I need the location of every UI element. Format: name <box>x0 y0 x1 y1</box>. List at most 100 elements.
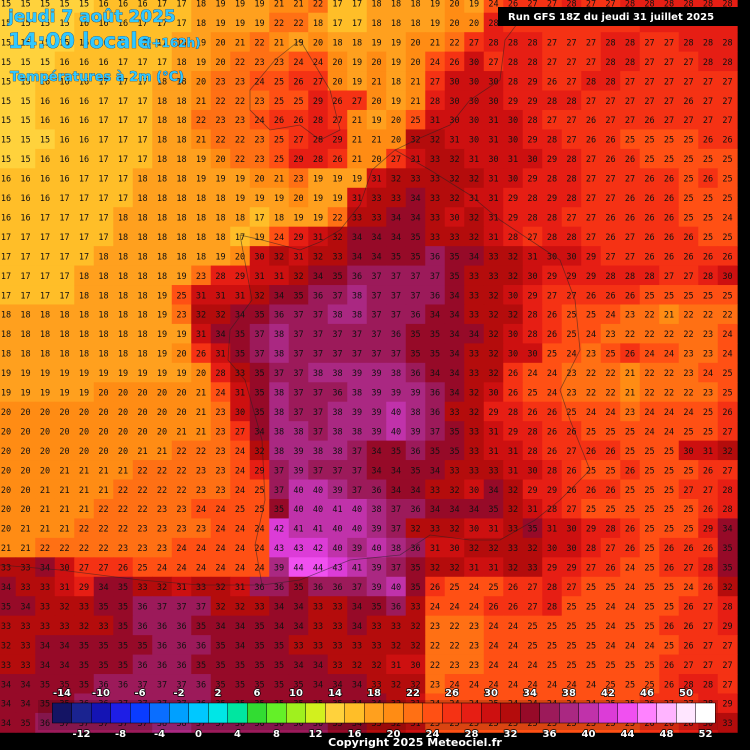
temperature-value: 35 <box>215 641 225 651</box>
temperature-cell <box>171 246 192 266</box>
temperature-value: 25 <box>566 622 576 632</box>
temperature-value: 18 <box>371 0 381 10</box>
temperature-value: 17 <box>98 175 108 185</box>
temperature-cell <box>308 12 329 33</box>
temperature-value: 34 <box>20 602 30 612</box>
temperature-cell <box>15 90 36 111</box>
temperature-value: 36 <box>410 369 420 379</box>
temperature-cell <box>152 109 173 130</box>
temperature-value: 27 <box>722 680 732 690</box>
temperature-value: 25 <box>547 622 557 632</box>
temperature-cell <box>308 596 329 617</box>
temperature-value: 27 <box>703 622 713 632</box>
temperature-cell <box>620 518 641 539</box>
temperature-cell <box>698 90 719 111</box>
temperature-value: 26 <box>664 661 674 671</box>
temperature-cell <box>191 226 212 247</box>
temperature-value: 19 <box>391 58 401 68</box>
temperature-value: 17 <box>59 272 69 282</box>
temperature-cell <box>230 168 251 189</box>
temperature-value: 25 <box>664 486 674 496</box>
temperature-value: 21 <box>59 486 69 496</box>
temperature-cell <box>210 51 231 72</box>
temperature-value: 35 <box>722 544 732 554</box>
temperature-cell <box>600 226 621 247</box>
temperature-value: 19 <box>469 0 479 10</box>
temperature-cell <box>191 51 212 72</box>
temperature-value: 31 <box>488 525 498 535</box>
temperature-value: 28 <box>508 38 518 48</box>
temperature-cell <box>54 323 75 344</box>
temperature-cell <box>717 246 738 266</box>
temperature-value: 35 <box>20 719 30 729</box>
temperature-cell <box>444 246 465 266</box>
temperature-value: 32 <box>469 233 479 243</box>
temperature-value: 24 <box>703 369 713 379</box>
temperature-cell <box>93 362 114 383</box>
temperature-cell <box>717 71 738 91</box>
temperature-value: 36 <box>410 447 420 457</box>
temperature-cell <box>561 479 582 500</box>
temperature-cell <box>347 71 368 91</box>
temperature-cell <box>600 518 621 539</box>
temperature-value: 35 <box>449 272 459 282</box>
temperature-value: 37 <box>410 272 420 282</box>
temperature-cell <box>386 32 407 53</box>
temperature-cell <box>464 71 485 91</box>
temperature-value: 16 <box>1 194 11 204</box>
temperature-cell <box>230 479 251 500</box>
temperature-cell <box>581 440 602 461</box>
temperature-cell <box>386 440 407 461</box>
temperature-value: 31 <box>196 291 206 301</box>
temperature-value: 25 <box>566 602 576 612</box>
temperature-cell <box>698 596 719 617</box>
temperature-cell <box>483 285 504 305</box>
temperature-value: 30 <box>488 389 498 399</box>
temperature-cell <box>249 576 270 597</box>
temperature-value: 37 <box>391 525 401 535</box>
temperature-value: 38 <box>352 311 362 321</box>
temperature-cell <box>54 129 75 150</box>
temperature-cell <box>444 265 465 286</box>
temperature-cell <box>620 129 641 150</box>
temperature-value: 18 <box>176 194 186 204</box>
temperature-cell <box>327 12 348 33</box>
temperature-value: 17 <box>352 0 362 10</box>
temperature-value: 33 <box>1 661 11 671</box>
temperature-cell <box>171 304 192 325</box>
temperature-cell <box>678 537 699 558</box>
temperature-cell <box>308 343 329 364</box>
temperature-value: 19 <box>118 369 128 379</box>
temperature-cell <box>464 0 485 14</box>
temperature-cell <box>35 518 56 539</box>
temperature-cell <box>581 596 602 617</box>
temperature-cell <box>74 71 95 91</box>
temperature-cell <box>54 440 75 461</box>
temperature-cell <box>678 265 699 286</box>
temperature-value: 37 <box>430 427 440 437</box>
temperature-value: 20 <box>137 408 147 418</box>
colorbar-label: 50 <box>679 688 693 699</box>
temperature-cell <box>0 32 17 53</box>
temperature-cell <box>698 168 719 189</box>
temperature-cell <box>522 71 543 91</box>
temperature-cell <box>288 304 309 325</box>
temperature-value: 20 <box>40 466 50 476</box>
temperature-cell <box>269 537 290 558</box>
temperature-value: 25 <box>605 350 615 360</box>
temperature-value: 30 <box>469 525 479 535</box>
temperature-cell <box>327 479 348 500</box>
temperature-value: 32 <box>430 136 440 146</box>
temperature-cell <box>35 187 56 208</box>
temperature-cell <box>503 382 524 403</box>
temperature-value: 21 <box>274 175 284 185</box>
temperature-value: 32 <box>722 447 732 457</box>
temperature-value: 29 <box>586 525 596 535</box>
temperature-cell <box>93 207 114 228</box>
temperature-value: 27 <box>703 602 713 612</box>
temperature-cell <box>35 71 56 91</box>
colorbar-box <box>617 702 638 724</box>
temperature-cell <box>444 129 465 150</box>
temperature-value: 25 <box>683 213 693 223</box>
temperature-value: 22 <box>235 155 245 165</box>
